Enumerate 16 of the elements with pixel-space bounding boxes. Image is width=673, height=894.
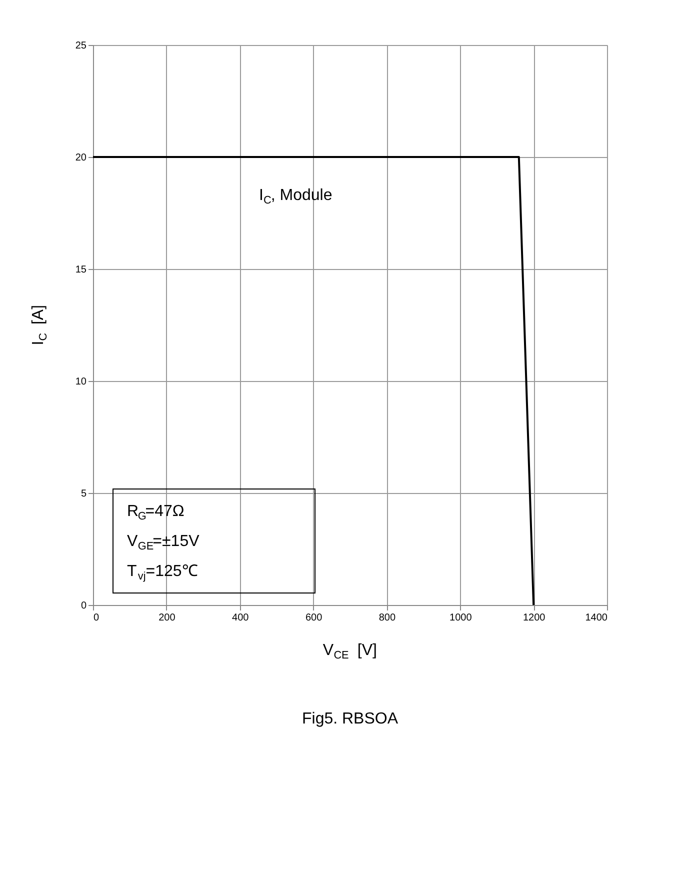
y-axis-title: IC [A] xyxy=(30,304,50,346)
y-tick-label: 5 xyxy=(80,488,87,500)
y-tick-label: 25 xyxy=(75,40,87,52)
y-tick-label: 20 xyxy=(75,152,87,164)
y-tick-label: 15 xyxy=(75,264,87,276)
x-tick-label: 400 xyxy=(232,612,250,624)
x-tick-label: 600 xyxy=(305,612,323,624)
x-tick-label: 1400 xyxy=(585,612,608,624)
text: Fig5. RBSOA xyxy=(302,710,398,728)
y-tick-label: 10 xyxy=(75,376,87,388)
x-tick-label: 0 xyxy=(94,612,100,624)
y-tick-label: 0 xyxy=(80,600,87,612)
x-tick-label: 800 xyxy=(378,612,396,624)
x-tick-label: 200 xyxy=(158,612,176,624)
x-tick-label: 1200 xyxy=(522,612,546,624)
x-tick-label: 1000 xyxy=(450,612,472,624)
